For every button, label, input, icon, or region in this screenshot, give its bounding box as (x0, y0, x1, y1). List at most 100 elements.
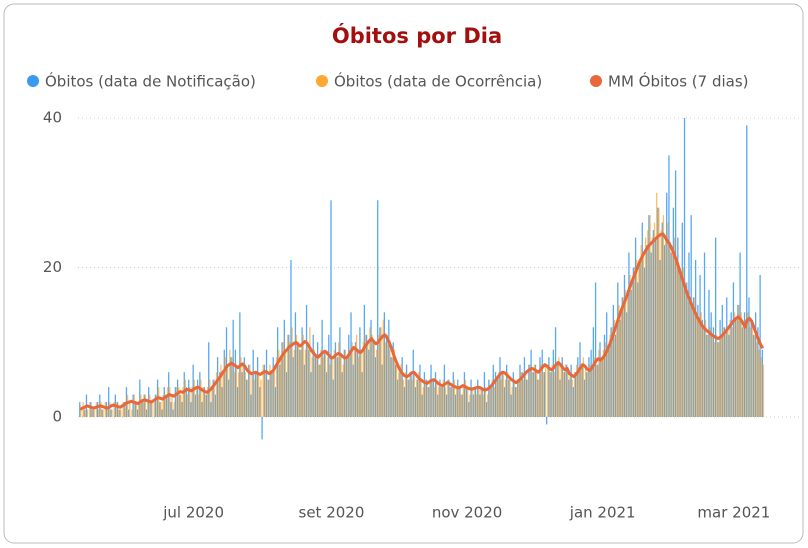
bar (464, 379, 467, 417)
bar (281, 342, 283, 417)
bar (261, 417, 263, 440)
bar (677, 237, 679, 417)
bar (478, 387, 480, 417)
bar (733, 312, 736, 417)
bar (554, 327, 557, 417)
bar (686, 282, 688, 417)
bar (419, 364, 421, 417)
bar (647, 230, 649, 417)
bar (487, 394, 489, 417)
bar (215, 372, 218, 417)
bar (593, 357, 596, 417)
bar (474, 387, 477, 417)
bar-series (80, 192, 765, 417)
bar (696, 312, 698, 417)
bar (304, 349, 307, 417)
bar (233, 372, 235, 417)
bar (443, 364, 446, 417)
bar (503, 387, 506, 417)
bar (253, 379, 255, 417)
bar (428, 387, 430, 417)
bar (224, 357, 227, 417)
bar (669, 245, 671, 417)
bar (377, 200, 379, 417)
bar (553, 372, 556, 417)
legend-marker (590, 75, 602, 87)
bar (290, 260, 292, 417)
bar (739, 252, 741, 417)
bar (115, 402, 118, 417)
bar (734, 319, 737, 417)
bar (373, 342, 375, 417)
bar (188, 379, 190, 417)
bar (753, 334, 756, 417)
bar (661, 222, 663, 417)
bar (390, 357, 392, 417)
bar (349, 349, 351, 417)
bar (414, 387, 417, 417)
bar (539, 357, 541, 417)
bar (608, 349, 610, 417)
bar (619, 319, 621, 417)
bar (602, 349, 604, 417)
bar (508, 379, 510, 417)
bar (452, 372, 454, 417)
bar (667, 222, 669, 417)
bar (363, 304, 366, 417)
bar (485, 402, 488, 417)
bar (714, 237, 717, 417)
bar (548, 357, 550, 417)
bar (708, 289, 710, 417)
bar (433, 387, 436, 417)
bar (140, 394, 142, 417)
bar (513, 379, 516, 417)
bar (291, 327, 293, 417)
bar (744, 319, 747, 417)
bar (458, 387, 460, 417)
bar (717, 342, 719, 417)
bar (700, 312, 702, 417)
bar (427, 387, 429, 417)
bar (268, 379, 270, 417)
bar (500, 379, 502, 417)
bar (567, 372, 569, 417)
bar (610, 327, 612, 417)
bar (335, 357, 338, 417)
bar (689, 297, 691, 417)
bar (624, 289, 627, 417)
moving-average-line (79, 232, 765, 411)
bar (489, 387, 491, 417)
bar (84, 409, 86, 417)
bar (395, 364, 398, 417)
bar (193, 379, 195, 417)
bar (131, 409, 133, 417)
bar (448, 379, 450, 417)
bar (362, 342, 364, 417)
bar (450, 387, 452, 417)
bar (425, 379, 428, 417)
bar (205, 394, 208, 417)
bar (671, 252, 673, 417)
bar (676, 260, 678, 417)
bar (652, 230, 655, 417)
bar (169, 387, 171, 417)
bar (634, 237, 637, 417)
bar (597, 364, 599, 417)
bar (523, 357, 526, 417)
bar (279, 364, 281, 417)
bar (663, 245, 666, 417)
bar (449, 387, 451, 417)
bar (666, 192, 668, 417)
bar (142, 402, 144, 417)
bar (372, 342, 374, 417)
bar (750, 319, 752, 417)
bar (221, 387, 223, 417)
bar (409, 372, 411, 417)
bar (422, 387, 424, 417)
bar (599, 342, 601, 417)
bar (264, 372, 267, 417)
bar (479, 394, 481, 417)
bar (653, 222, 656, 417)
bar (150, 402, 152, 417)
bar (126, 394, 129, 417)
